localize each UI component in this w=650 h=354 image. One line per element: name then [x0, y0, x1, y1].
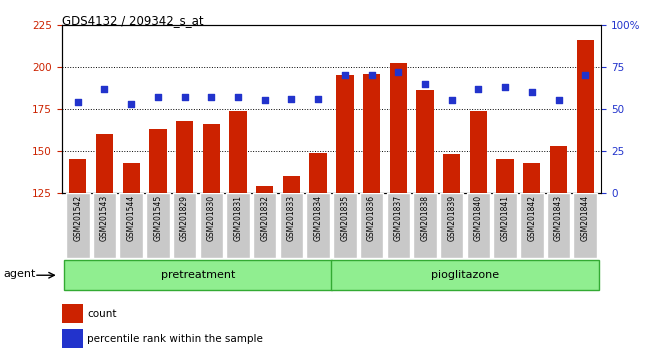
Bar	[280, 193, 303, 258]
Bar	[226, 193, 250, 258]
Point	[526, 89, 537, 95]
Bar	[520, 193, 543, 258]
Point	[367, 73, 377, 78]
Bar	[493, 193, 517, 258]
Text: GSM201832: GSM201832	[260, 195, 269, 241]
Point	[233, 94, 243, 100]
Bar	[440, 193, 463, 258]
Text: count: count	[87, 309, 117, 319]
Bar	[93, 193, 116, 258]
Bar	[413, 193, 437, 258]
Text: GSM201840: GSM201840	[474, 195, 483, 241]
Bar	[387, 193, 410, 258]
Text: percentile rank within the sample: percentile rank within the sample	[87, 333, 263, 344]
Bar	[523, 163, 541, 193]
Text: GSM201842: GSM201842	[527, 195, 536, 241]
Text: GSM201844: GSM201844	[580, 195, 590, 241]
Bar	[176, 121, 193, 193]
Bar	[333, 193, 357, 258]
Bar	[122, 163, 140, 193]
Text: GSM201838: GSM201838	[421, 195, 430, 241]
Bar	[336, 75, 354, 193]
Point	[580, 73, 590, 78]
Text: GSM201831: GSM201831	[233, 195, 242, 241]
Point	[340, 73, 350, 78]
Text: GSM201545: GSM201545	[153, 195, 162, 241]
Bar	[550, 146, 567, 193]
Point	[420, 81, 430, 86]
Text: GSM201837: GSM201837	[394, 195, 403, 241]
Bar	[229, 110, 247, 193]
Text: GDS4132 / 209342_s_at: GDS4132 / 209342_s_at	[62, 14, 203, 27]
Text: GSM201843: GSM201843	[554, 195, 563, 241]
Point	[73, 99, 83, 105]
Point	[153, 94, 163, 100]
Bar	[416, 90, 434, 193]
Bar	[64, 260, 332, 290]
Point	[179, 94, 190, 100]
Text: GSM201829: GSM201829	[180, 195, 189, 241]
Bar	[62, 304, 83, 323]
Text: GSM201836: GSM201836	[367, 195, 376, 241]
Bar	[62, 329, 83, 348]
Bar	[150, 129, 166, 193]
Text: GSM201834: GSM201834	[314, 195, 322, 241]
Text: GSM201542: GSM201542	[73, 195, 83, 241]
Point	[259, 98, 270, 103]
Text: GSM201544: GSM201544	[127, 195, 136, 241]
Text: GSM201833: GSM201833	[287, 195, 296, 241]
Bar	[577, 40, 594, 193]
Point	[206, 94, 216, 100]
Point	[473, 86, 484, 92]
Bar	[497, 159, 514, 193]
Bar	[467, 193, 490, 258]
Text: GSM201835: GSM201835	[341, 195, 349, 241]
Bar	[283, 176, 300, 193]
Bar	[69, 159, 86, 193]
Bar	[332, 260, 599, 290]
Text: GSM201543: GSM201543	[100, 195, 109, 241]
Bar	[389, 63, 407, 193]
Bar	[573, 193, 597, 258]
Bar	[146, 193, 170, 258]
Point	[313, 96, 323, 102]
Text: agent: agent	[3, 269, 36, 279]
Bar	[306, 193, 330, 258]
Text: GSM201841: GSM201841	[500, 195, 510, 241]
Bar	[360, 193, 384, 258]
Bar	[203, 124, 220, 193]
Bar	[256, 186, 274, 193]
Bar	[96, 134, 113, 193]
Point	[447, 98, 457, 103]
Bar	[443, 154, 460, 193]
Bar	[173, 193, 196, 258]
Text: GSM201830: GSM201830	[207, 195, 216, 241]
Bar	[309, 153, 327, 193]
Bar	[363, 74, 380, 193]
Bar	[470, 110, 487, 193]
Bar	[66, 193, 90, 258]
Point	[126, 101, 136, 107]
Point	[286, 96, 296, 102]
Point	[393, 69, 404, 75]
Point	[99, 86, 110, 92]
Point	[500, 84, 510, 90]
Bar	[120, 193, 143, 258]
Bar	[253, 193, 276, 258]
Point	[553, 98, 564, 103]
Text: GSM201839: GSM201839	[447, 195, 456, 241]
Bar	[547, 193, 570, 258]
Text: pretreatment: pretreatment	[161, 269, 235, 280]
Bar	[200, 193, 223, 258]
Text: pioglitazone: pioglitazone	[431, 269, 499, 280]
